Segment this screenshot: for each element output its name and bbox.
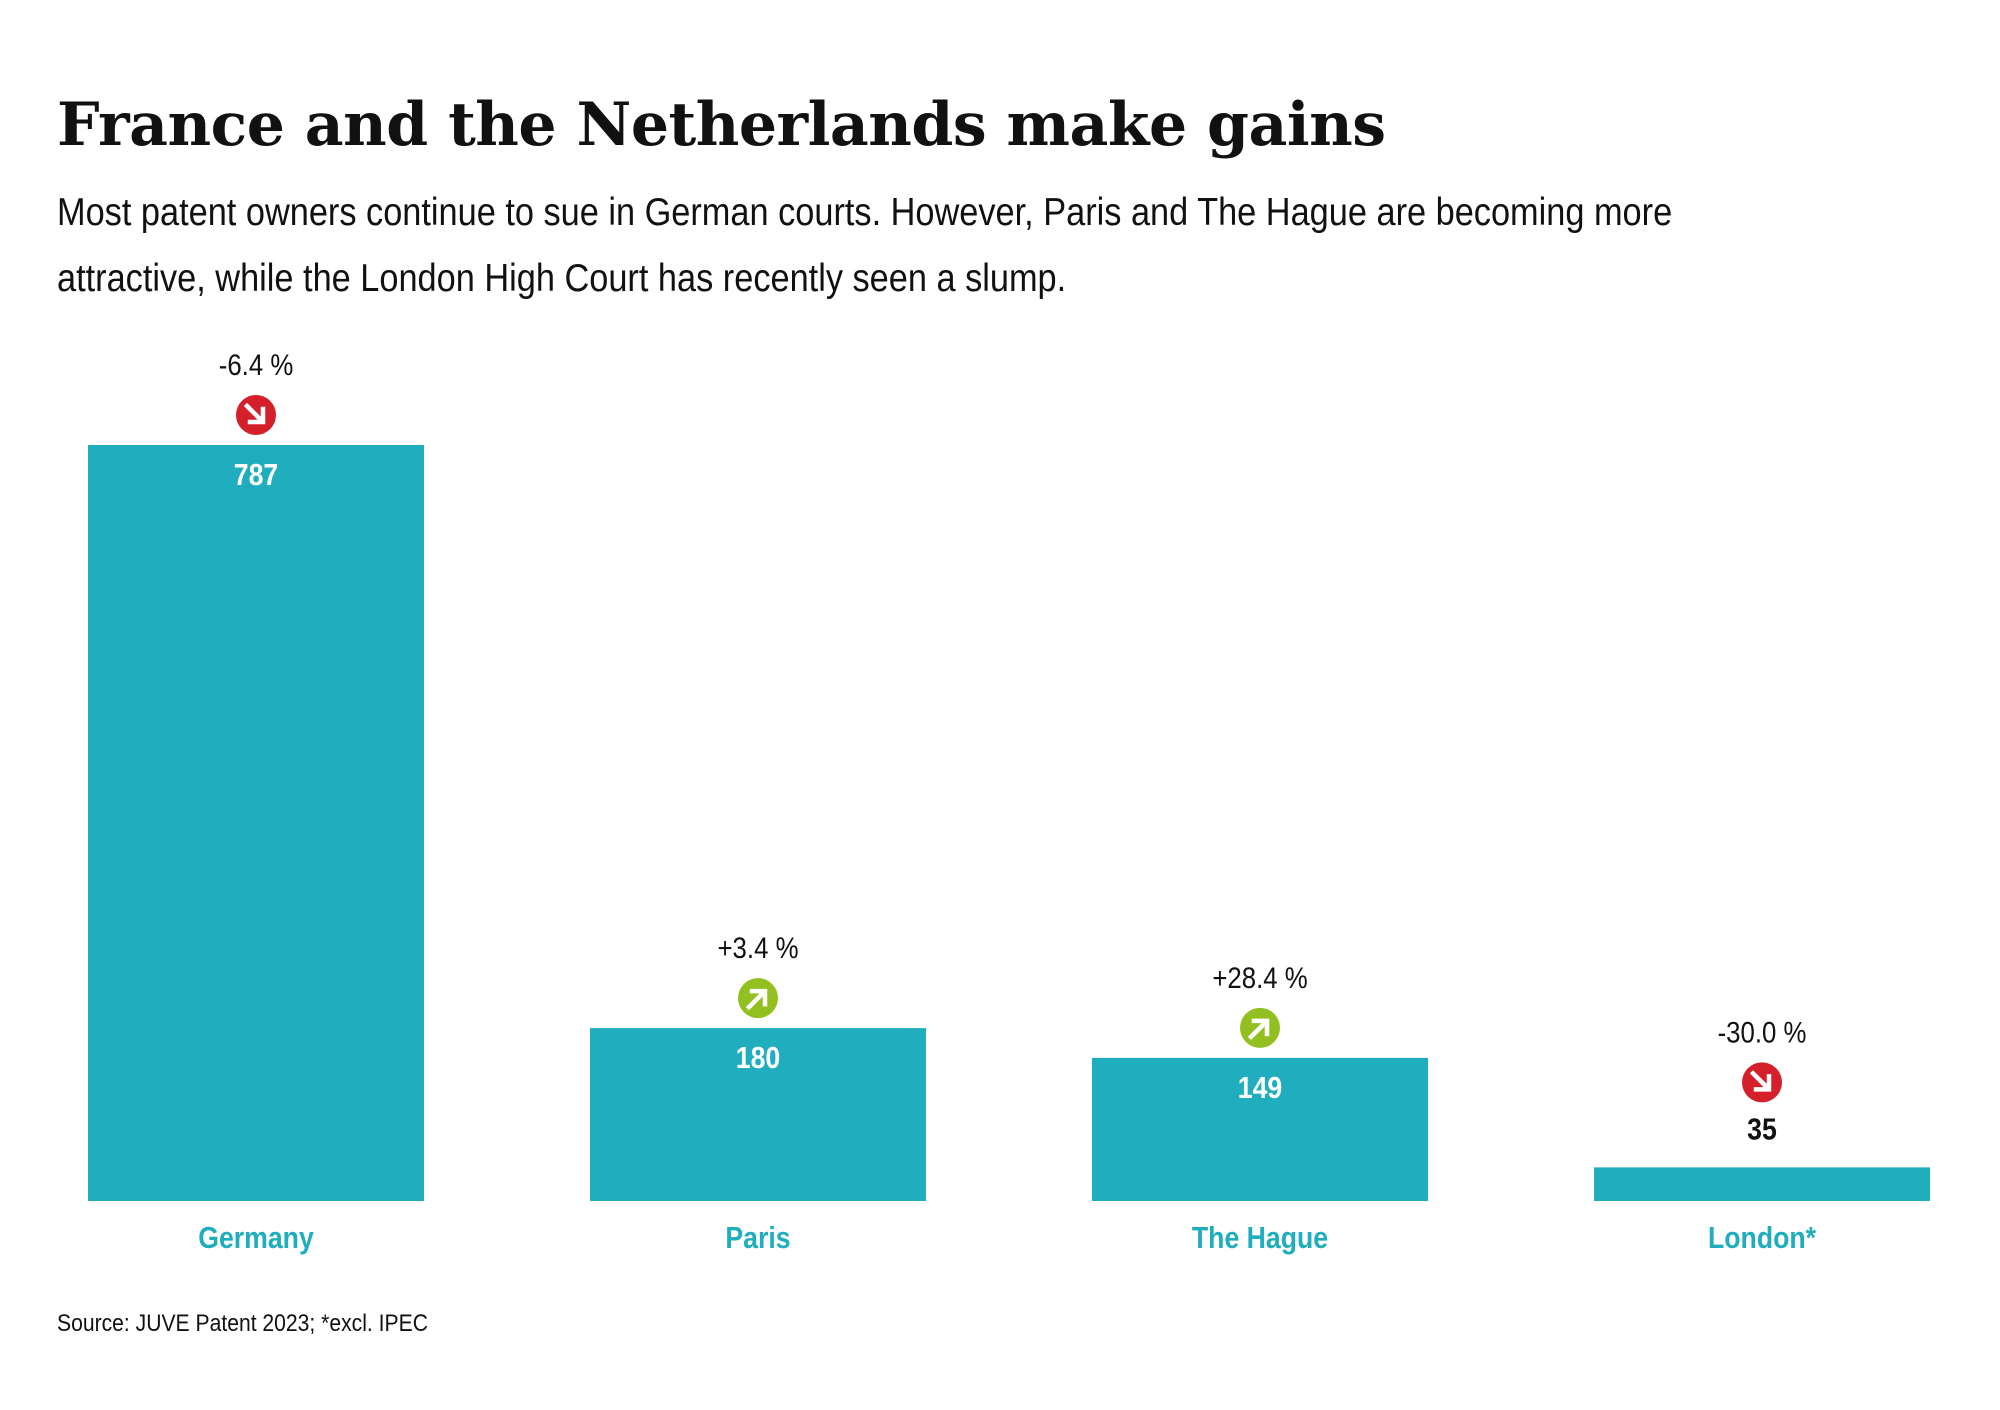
arrow-down-right-icon [236, 395, 276, 435]
value-label-germany: 787 [234, 458, 278, 492]
category-label-the-hague: The Hague [1192, 1221, 1328, 1255]
category-label-paris: Paris [725, 1221, 790, 1255]
arrow-up-right-icon [1240, 1008, 1280, 1048]
arrow-down-right-icon [1742, 1062, 1782, 1102]
change-label-london: -30.0 % [1718, 1016, 1807, 1049]
source-note: Source: JUVE Patent 2023; *excl. IPEC [57, 1310, 428, 1338]
category-label-london: London* [1708, 1221, 1817, 1255]
bar-london[interactable] [1594, 1167, 1930, 1201]
category-label-germany: Germany [198, 1221, 314, 1255]
bar-chart: 787 -6.4 % Germany 180 +3.4 % Paris 149 +28.4 %… [0, 0, 2000, 1300]
change-label-paris: +3.4 % [717, 931, 798, 964]
change-label-germany: -6.4 % [219, 348, 294, 381]
bar-germany[interactable] [88, 445, 424, 1201]
value-label-the-hague: 149 [1238, 1071, 1282, 1105]
value-label-london: 35 [1747, 1113, 1777, 1147]
value-label-paris: 180 [736, 1041, 780, 1075]
change-label-the-hague: +28.4 % [1212, 961, 1307, 994]
arrow-up-right-icon [738, 978, 778, 1018]
